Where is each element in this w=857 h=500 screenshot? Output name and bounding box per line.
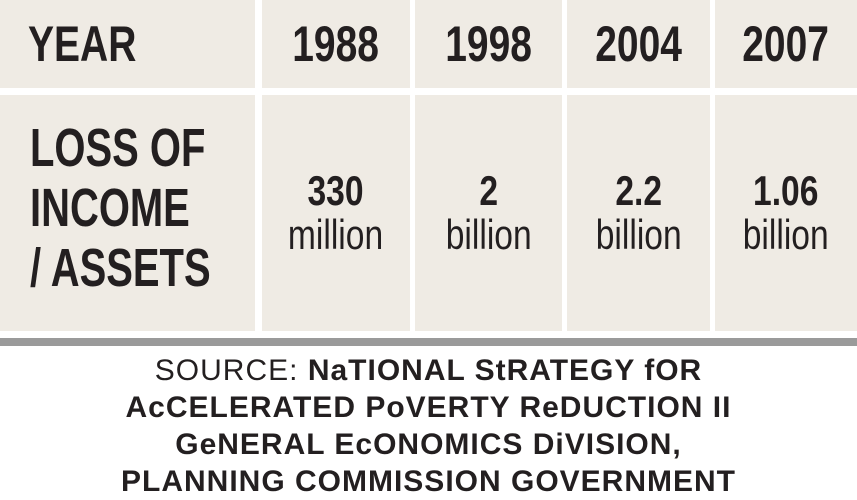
- amount: 1.06: [753, 167, 819, 214]
- source-line: GeNERAL EcONOMICS DiVISION,: [0, 426, 857, 463]
- unit: billion: [445, 211, 532, 258]
- source-text: AcCELERATED PoVERTY ReDUCTION II: [125, 391, 732, 424]
- header-text: 1998: [445, 16, 532, 72]
- divider: [0, 338, 857, 346]
- row-label-line: INCOME: [30, 178, 190, 238]
- header-cell: 1988: [262, 0, 410, 88]
- source-line: AcCELERATED PoVERTY ReDUCTION II: [0, 389, 857, 426]
- value-cell: 2 billion: [415, 95, 562, 331]
- value: 330 million: [288, 169, 383, 257]
- header-cell: 2004: [567, 0, 710, 88]
- row-label-cell: [0, 95, 255, 331]
- amount: 2: [479, 167, 498, 214]
- header-cell: YEAR: [0, 0, 255, 88]
- value-cell: 2.2 billion: [567, 95, 710, 331]
- unit: billion: [595, 211, 682, 258]
- header-cell: 1998: [415, 0, 562, 88]
- value-cell: 1.06 billion: [715, 95, 857, 331]
- header-text: YEAR: [28, 16, 137, 72]
- amount: 330: [307, 167, 365, 214]
- amount: 2.2: [615, 167, 662, 214]
- header-cell: 2007: [715, 0, 857, 88]
- unit: million: [288, 211, 384, 258]
- source-text: GeNERAL EcONOMICS DiVISION,: [175, 428, 682, 461]
- value: 2.2 billion: [596, 169, 682, 257]
- header-text: 1988: [292, 16, 380, 72]
- row-label-line: LOSS OF: [30, 118, 206, 178]
- value-cell: 330 million: [262, 95, 410, 331]
- value: 2 billion: [446, 169, 532, 257]
- row-label: LOSS OF INCOME / ASSETS: [30, 118, 211, 298]
- source-line: SOURCE: NaTIONAL StRATEGY fOR: [0, 352, 857, 389]
- source-prefix: SOURCE:: [154, 354, 299, 387]
- source-text: NaTIONAL StRATEGY fOR: [307, 354, 703, 387]
- value: 1.06 billion: [743, 169, 829, 257]
- header-text: 2004: [595, 16, 682, 72]
- header-text: 2007: [742, 16, 830, 72]
- unit: billion: [743, 211, 829, 258]
- source: SOURCE: NaTIONAL StRATEGY fOR AcCELERATE…: [0, 352, 857, 500]
- row-label-line: / ASSETS: [30, 238, 211, 298]
